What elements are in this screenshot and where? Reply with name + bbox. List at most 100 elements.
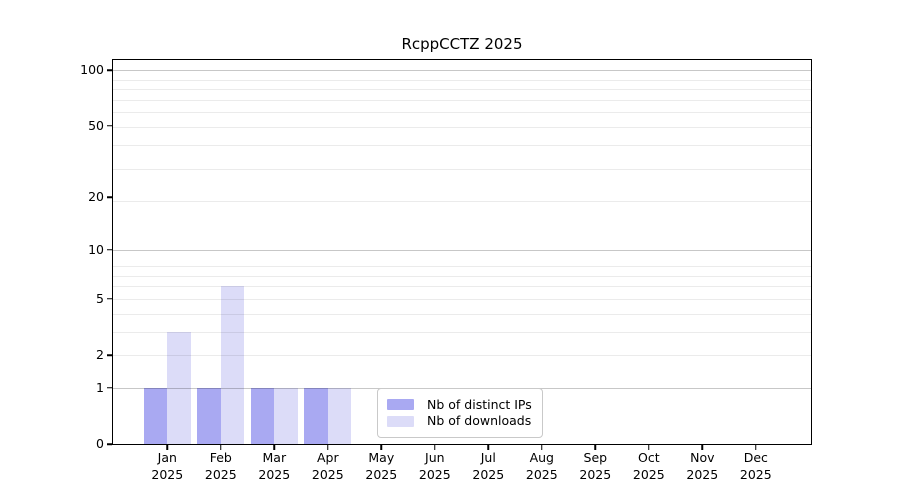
- x-tick-month: Mar: [262, 450, 287, 465]
- minor-gridline: [113, 99, 811, 101]
- x-tick-label: Apr 2025: [312, 450, 344, 483]
- x-tick-month: Jan: [157, 450, 177, 465]
- bars-layer: [113, 60, 811, 444]
- x-tick-label: Dec 2025: [740, 450, 772, 483]
- bar-distinct-ips-jan: [143, 387, 168, 444]
- y-tick-mark: [107, 298, 112, 300]
- x-tick-year: 2025: [365, 466, 398, 482]
- x-tick-month: Jun: [425, 450, 445, 465]
- x-tick-mark: [434, 445, 436, 450]
- x-tick-label: Jan 2025: [151, 450, 183, 483]
- y-tick-mark: [107, 249, 112, 251]
- x-tick-mark: [273, 445, 276, 450]
- x-tick-label: May 2025: [365, 450, 397, 483]
- x-tick-mark: [541, 445, 543, 450]
- x-tick-mark: [380, 445, 383, 450]
- y-tick-mark: [107, 387, 112, 389]
- x-tick-year: 2025: [204, 466, 237, 482]
- major-gridline: [113, 249, 811, 251]
- bar-downloads-apr: [327, 387, 352, 444]
- minor-gridline: [113, 266, 811, 267]
- legend: Nb of distinct IPs Nb of downloads: [377, 388, 543, 438]
- minor-gridline: [113, 201, 811, 203]
- bar-downloads-mar: [274, 387, 298, 444]
- x-tick-mark: [648, 445, 650, 450]
- x-tick-year: 2025: [311, 466, 344, 482]
- x-tick-year: 2025: [579, 466, 612, 482]
- bar-downloads-feb: [220, 286, 245, 444]
- x-tick-year: 2025: [258, 466, 291, 482]
- x-tick-label: Jun 2025: [419, 450, 451, 483]
- x-tick-label: Oct 2025: [633, 450, 665, 483]
- x-tick-label: Jul 2025: [472, 450, 504, 483]
- x-tick-mark: [487, 445, 490, 450]
- y-tick-label: 1: [96, 379, 104, 395]
- x-tick-year: 2025: [418, 466, 451, 482]
- y-tick-label: 0: [96, 436, 104, 451]
- minor-gridline: [113, 89, 811, 91]
- bar-downloads-jan: [167, 331, 191, 444]
- x-tick-mark: [166, 445, 169, 450]
- bar-distinct-ips-feb: [197, 387, 221, 444]
- legend-item-distinct-ips: Nb of distinct IPs: [387, 396, 533, 412]
- x-tick-month: Aug: [529, 450, 554, 465]
- y-tick-label: 2: [96, 347, 104, 363]
- x-tick-month: May: [368, 450, 395, 465]
- x-tick-year: 2025: [151, 466, 184, 482]
- minor-gridline: [113, 79, 811, 81]
- x-tick-month: Feb: [209, 450, 232, 465]
- y-tick-label: 100: [80, 62, 104, 78]
- y-tick-label: 10: [88, 241, 104, 257]
- bar-distinct-ips-apr: [304, 387, 328, 444]
- x-tick-year: 2025: [525, 466, 558, 482]
- legend-swatch-downloads: [387, 415, 414, 427]
- legend-swatch-distinct-ips: [387, 399, 414, 411]
- minor-gridline: [113, 298, 811, 300]
- x-tick-year: 2025: [739, 466, 772, 482]
- minor-gridline: [113, 313, 811, 315]
- minor-gridline: [113, 355, 811, 356]
- chart-title: RcppCCTZ 2025: [401, 35, 523, 53]
- x-tick-label: Nov 2025: [686, 450, 718, 483]
- x-tick-mark: [755, 445, 757, 450]
- x-tick-month: Jul: [480, 450, 496, 465]
- x-tick-mark: [327, 445, 329, 450]
- minor-gridline: [113, 112, 811, 114]
- minor-gridline: [113, 145, 811, 147]
- x-tick-year: 2025: [632, 466, 665, 482]
- x-tick-mark: [594, 445, 597, 450]
- x-tick-label: Sep 2025: [579, 450, 611, 483]
- minor-gridline: [113, 331, 811, 333]
- x-tick-year: 2025: [686, 466, 719, 482]
- y-tick-mark: [107, 354, 112, 356]
- major-gridline: [113, 70, 811, 72]
- x-tick-month: Oct: [637, 450, 660, 465]
- plot-area: Nb of distinct IPs Nb of downloads: [111, 58, 812, 445]
- legend-label-distinct-ips: Nb of distinct IPs: [427, 396, 532, 412]
- x-tick-month: Sep: [583, 450, 608, 465]
- x-tick-month: Apr: [316, 450, 339, 465]
- legend-item-downloads: Nb of downloads: [387, 414, 533, 428]
- x-tick-month: Dec: [743, 450, 768, 465]
- y-tick-label: 20: [88, 189, 104, 205]
- x-tick-label: Mar 2025: [258, 450, 290, 483]
- minor-gridline: [113, 168, 811, 170]
- y-tick-label: 50: [88, 117, 104, 133]
- y-tick-mark: [107, 443, 112, 445]
- x-tick-month: Nov: [690, 450, 715, 465]
- legend-label-downloads: Nb of downloads: [427, 413, 532, 429]
- y-tick-label: 5: [96, 290, 104, 306]
- y-tick-mark: [107, 124, 112, 127]
- x-tick-label: Aug 2025: [526, 450, 558, 483]
- x-tick-year: 2025: [472, 466, 505, 482]
- y-tick-mark: [107, 69, 112, 71]
- bar-distinct-ips-mar: [250, 387, 275, 444]
- x-tick-mark: [220, 445, 222, 450]
- x-tick-label: Feb 2025: [205, 450, 237, 483]
- x-tick-mark: [701, 445, 704, 450]
- minor-gridline: [113, 275, 811, 277]
- minor-gridline: [113, 127, 811, 129]
- minor-gridline: [113, 286, 811, 288]
- y-tick-mark: [107, 196, 112, 199]
